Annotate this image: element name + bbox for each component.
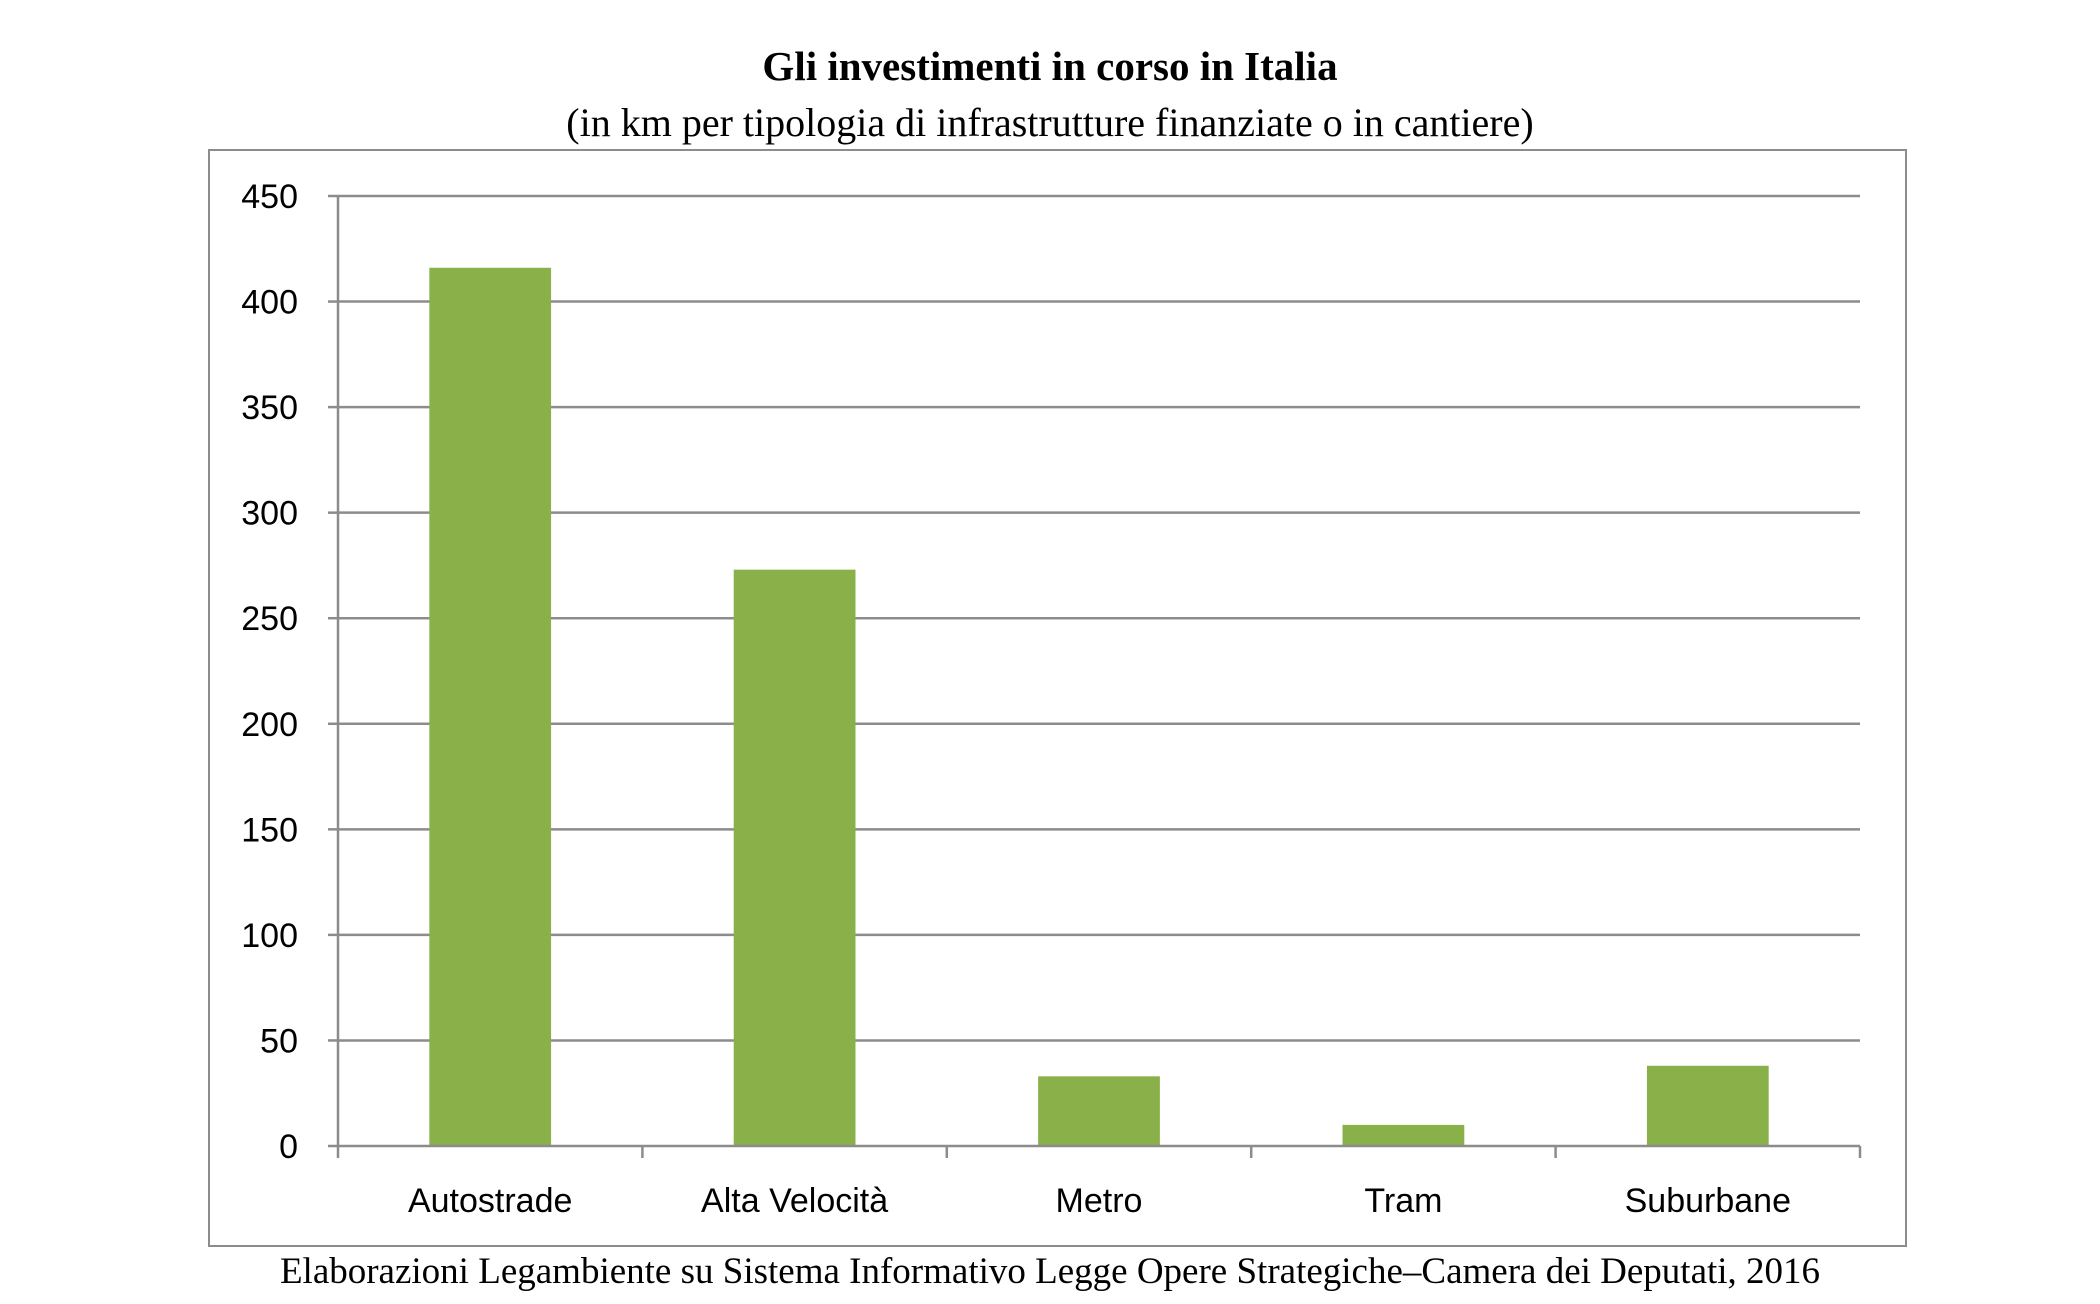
bar (1342, 1124, 1465, 1146)
chart-subtitle: (in km per tipologia di infrastrutture f… (566, 100, 1534, 145)
chart-frame (208, 149, 1907, 1247)
chart-title: Gli investimenti in corso in Italia (762, 43, 1338, 89)
y-tick-labels: 0 50 100 150 200 250 300 350 400 450 (241, 178, 298, 1166)
bar (429, 267, 552, 1146)
x-tick-labels: Autostrade Alta Velocità Metro Tram Suburban… (408, 1182, 1791, 1220)
y-tick-label: 200 (241, 706, 298, 744)
source-note: Elaborazioni Legambiente su Sistema Info… (279, 1251, 1821, 1292)
axes (336, 196, 1862, 1158)
x-tick-label: Suburbane (1625, 1182, 1791, 1220)
bar (733, 569, 856, 1146)
x-tick-label: Autostrade (408, 1182, 572, 1220)
bars (429, 267, 1769, 1146)
bar (1646, 1065, 1769, 1146)
x-tick-label: Metro (1056, 1182, 1143, 1220)
y-tick-label: 250 (241, 600, 298, 638)
y-tick-label: 300 (241, 495, 298, 533)
y-tick-label: 100 (241, 917, 298, 955)
bar (1038, 1076, 1160, 1146)
x-tick-label: Tram (1364, 1182, 1442, 1220)
x-tick-label: Alta Velocità (701, 1182, 888, 1220)
y-tick-label: 400 (241, 284, 298, 322)
y-tick-label: 150 (241, 811, 298, 849)
y-tick-label: 0 (279, 1128, 298, 1166)
y-tick-label: 450 (241, 178, 298, 216)
y-tick-label: 50 (260, 1022, 298, 1060)
y-tick-label: 350 (241, 389, 298, 427)
gridlines (328, 194, 1860, 1148)
